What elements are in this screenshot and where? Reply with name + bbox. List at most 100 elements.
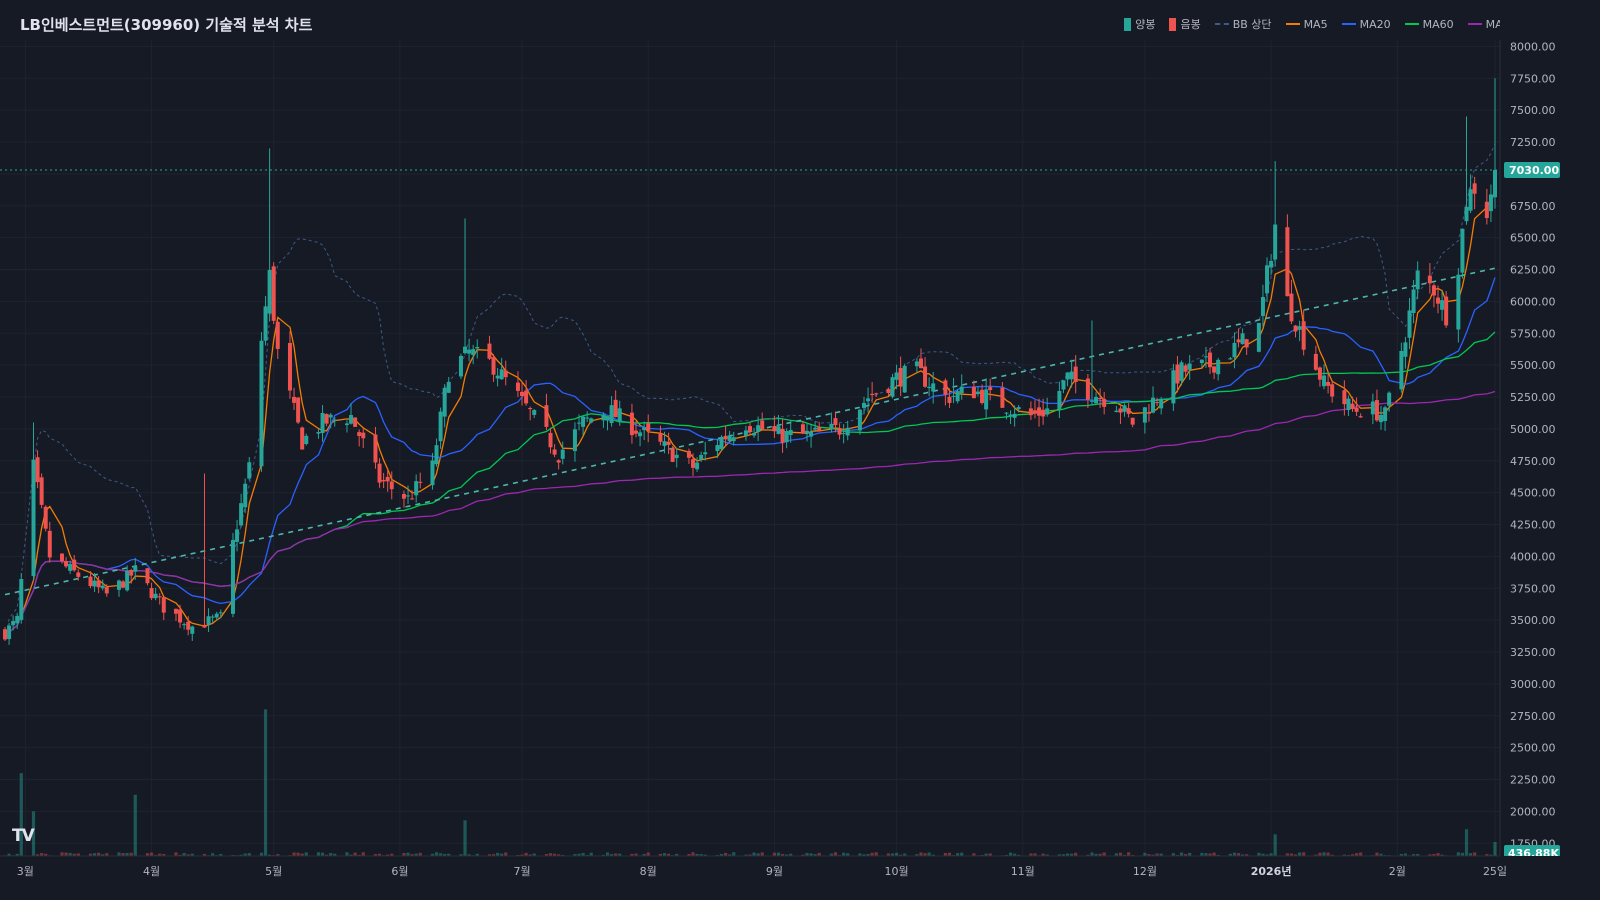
- volume-bar: [980, 854, 984, 856]
- candle-body: [471, 349, 476, 355]
- y-tick-label: 6250.00: [1510, 264, 1556, 277]
- candle-body: [247, 462, 252, 479]
- volume-bar: [1379, 853, 1383, 856]
- candle-body: [418, 481, 423, 483]
- legend-item[interactable]: 음봉: [1169, 16, 1201, 32]
- candle-body: [638, 432, 643, 437]
- candle-body: [1260, 296, 1265, 317]
- volume-bar: [133, 794, 137, 856]
- volume-bar: [1342, 854, 1346, 856]
- volume-bar: [459, 854, 463, 856]
- candle-body: [548, 432, 553, 448]
- x-tick-label: 5월: [265, 865, 282, 878]
- candle-body: [927, 386, 932, 389]
- volume-bar: [1265, 854, 1269, 856]
- volume-bar: [805, 852, 809, 856]
- volume-bar: [174, 852, 178, 856]
- volume-bar: [1346, 854, 1351, 856]
- candle-body: [173, 608, 178, 614]
- candle-body: [723, 435, 728, 440]
- candle-body: [829, 423, 834, 430]
- candle-body: [59, 553, 64, 562]
- candle-body: [153, 593, 158, 599]
- candle-body: [984, 389, 989, 410]
- candle-body: [182, 624, 187, 626]
- chart-title: LB인베스트먼트(309960) 기술적 분석 차트: [20, 16, 313, 34]
- candle-body: [841, 433, 846, 435]
- volume-bar: [239, 854, 243, 856]
- y-tick-label: 8000.00: [1510, 40, 1556, 53]
- x-tick-label: 9월: [766, 865, 783, 878]
- volume-bar: [487, 854, 492, 856]
- candle-body: [914, 361, 919, 367]
- candle-body: [1326, 381, 1331, 386]
- candle-body: [756, 425, 761, 432]
- candle-body: [1122, 405, 1127, 412]
- volume-bar: [44, 853, 48, 856]
- candle-body: [1460, 228, 1465, 273]
- candle-body: [601, 414, 606, 421]
- candle-body: [585, 417, 590, 419]
- volume-bar: [972, 853, 976, 856]
- volume-bar: [1013, 853, 1017, 856]
- volume-bar: [687, 853, 691, 856]
- candle-body: [951, 395, 956, 397]
- legend-item[interactable]: BB 상단: [1214, 16, 1272, 32]
- volume-bar: [60, 852, 64, 856]
- y-tick-label: 3500.00: [1510, 614, 1556, 627]
- volume-bar: [752, 852, 756, 856]
- candle-body: [349, 415, 354, 424]
- legend-item[interactable]: 양봉: [1124, 16, 1155, 32]
- candle-body: [495, 375, 500, 379]
- volume-bar: [1057, 854, 1061, 856]
- x-tick-label: 3월: [17, 865, 34, 878]
- candle-body: [866, 398, 871, 402]
- volume-bar: [19, 773, 23, 856]
- legend-item[interactable]: MA60: [1404, 16, 1454, 32]
- candle-body: [776, 426, 781, 434]
- volume-bar: [719, 853, 724, 856]
- candle-body: [296, 397, 301, 423]
- candle-body: [980, 389, 985, 404]
- candle-body: [695, 462, 700, 470]
- volume-bar: [1416, 854, 1420, 856]
- volume-bar: [829, 853, 834, 856]
- candle-body: [918, 358, 923, 369]
- volume-bar: [666, 853, 671, 856]
- legend-item[interactable]: MA5: [1285, 16, 1328, 32]
- candle-body: [1301, 321, 1306, 350]
- price-axis-bg: [1500, 0, 1600, 900]
- volume-bar: [263, 709, 268, 856]
- legend-label: 음봉: [1180, 18, 1201, 31]
- y-tick-label: 4250.00: [1510, 519, 1556, 532]
- candle-body: [1032, 410, 1037, 414]
- volume-bar: [1289, 853, 1294, 856]
- volume-bar: [1208, 853, 1212, 856]
- volume-bar: [956, 853, 960, 856]
- volume-bar: [31, 811, 36, 856]
- volume-bar: [756, 853, 760, 856]
- candle-body: [923, 366, 928, 387]
- candle-body: [752, 432, 757, 436]
- volume-bar: [1118, 852, 1123, 856]
- candle-body: [1297, 326, 1302, 330]
- volume-bar: [1143, 852, 1147, 856]
- volume-bar: [101, 854, 105, 856]
- candle-body: [43, 506, 48, 529]
- volume-bar: [1350, 854, 1355, 856]
- candle-body: [324, 414, 329, 424]
- candle-body: [528, 408, 533, 410]
- volume-bar: [463, 820, 467, 856]
- legend-item[interactable]: MA20: [1341, 16, 1391, 32]
- candle-body: [287, 342, 292, 391]
- candle-body: [1236, 339, 1241, 343]
- candle-body: [463, 346, 468, 354]
- candle-body: [634, 430, 639, 434]
- volume-bar: [1261, 853, 1265, 856]
- candle-body: [833, 418, 838, 426]
- volume-bar: [532, 853, 536, 856]
- candle-body: [1187, 363, 1192, 370]
- candle-body: [491, 357, 496, 375]
- volume-bar: [561, 854, 565, 856]
